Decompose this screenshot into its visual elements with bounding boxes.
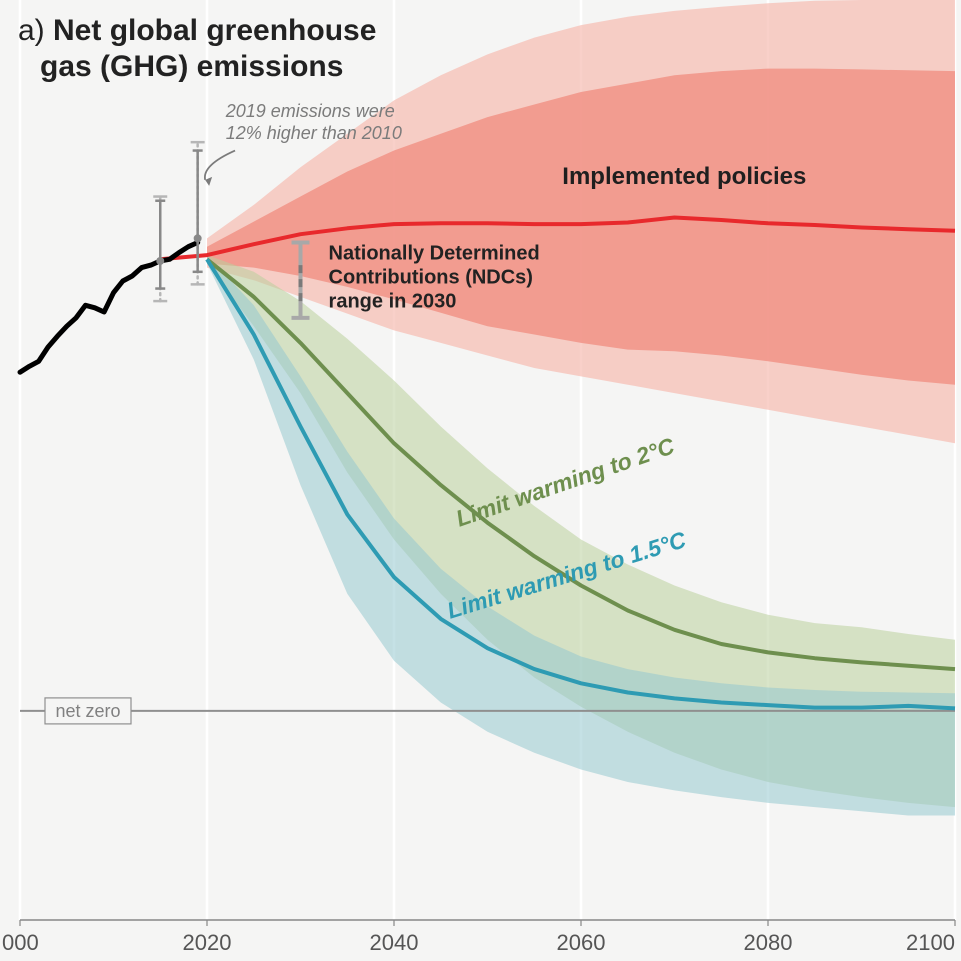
panel-title-line2: gas (GHG) emissions	[40, 50, 343, 83]
ndc-label-line3: range in 2030	[329, 290, 457, 312]
ndc-label-line1: Nationally Determined	[329, 242, 540, 264]
net-zero-label: net zero	[55, 701, 120, 721]
annotation-2019-line1: 2019 emissions were	[225, 101, 395, 121]
x-tick-label: 2040	[370, 930, 419, 955]
x-tick-label: 2100	[906, 930, 955, 955]
panel-title: a) Net global greenhouse	[18, 14, 376, 47]
ndc-label-line2: Contributions (NDCs)	[329, 266, 533, 288]
uncertainty-2015-dot	[156, 257, 164, 265]
x-tick-label: 2020	[183, 930, 232, 955]
uncertainty-2019-dot	[194, 234, 202, 242]
x-tick-label: 2060	[557, 930, 606, 955]
annotation-2019-line2: 12% higher than 2010	[226, 123, 402, 143]
emissions-projection-chart: net zero 2019 emissions were12% higher th…	[0, 0, 961, 961]
x-tick-label: 000	[2, 930, 39, 955]
x-tick-label: 2080	[744, 930, 793, 955]
implemented-label: Implemented policies	[562, 163, 806, 190]
